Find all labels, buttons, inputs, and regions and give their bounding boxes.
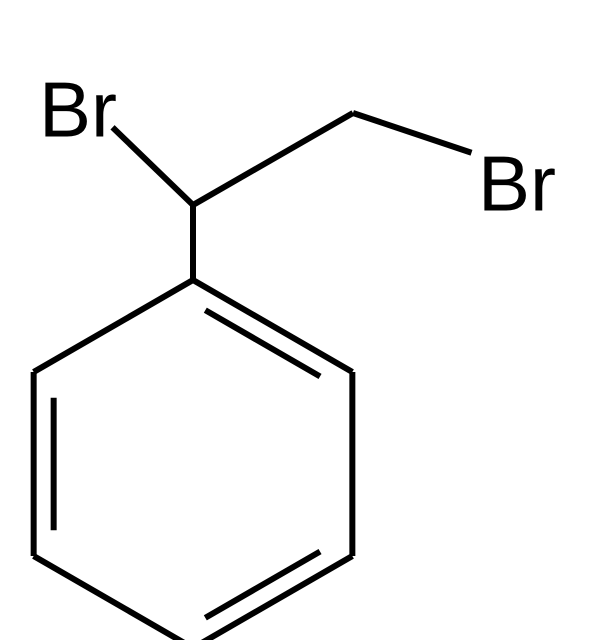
bond: [34, 280, 193, 372]
bond: [113, 127, 193, 205]
bond: [353, 113, 471, 153]
bond: [193, 113, 353, 205]
bond: [193, 556, 352, 640]
atom-label-br2: Br: [478, 139, 556, 227]
bond: [193, 280, 352, 372]
molecule-diagram: Br Br: [0, 0, 611, 640]
bond: [34, 556, 193, 640]
atom-label-br1: Br: [39, 65, 117, 153]
